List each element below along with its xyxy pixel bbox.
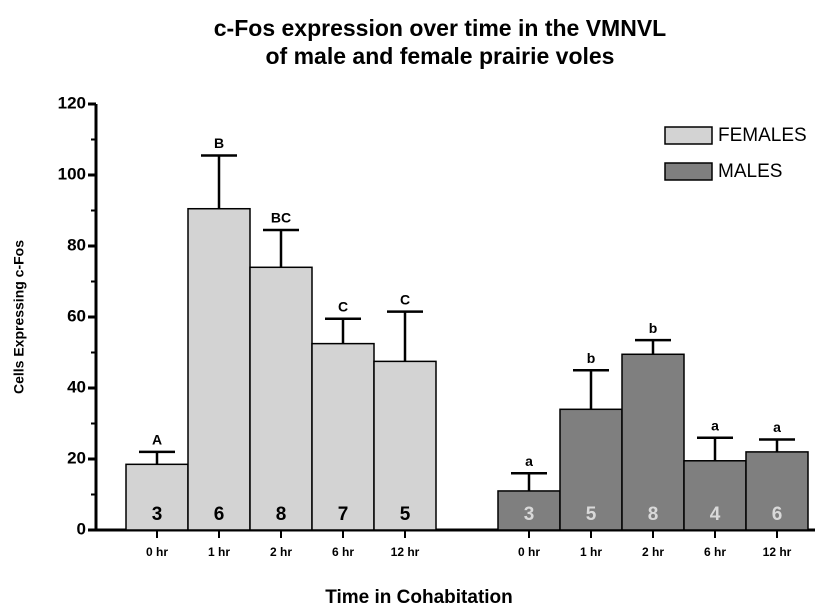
n-label: 5 [586, 504, 597, 525]
chart-title: c-Fos expression over time in the VMNVL [214, 15, 666, 41]
x-tick-label: 1 hr [580, 545, 602, 559]
bar [373, 360, 437, 531]
legend-swatch [664, 126, 713, 145]
y-tick-label: 120 [58, 93, 86, 112]
significance-letter: B [214, 135, 224, 151]
n-label: 5 [400, 504, 411, 525]
y-tick-label: 40 [67, 377, 86, 396]
n-label: 3 [152, 504, 163, 525]
n-label: 3 [524, 504, 535, 525]
n-label: 6 [214, 504, 225, 525]
n-label: 6 [772, 504, 783, 525]
chart-title: of male and female prairie voles [266, 43, 615, 69]
significance-letter: A [152, 432, 162, 448]
legend-label: MALES [718, 161, 782, 182]
significance-letter: BC [271, 210, 291, 226]
legend-label: FEMALES [718, 125, 807, 146]
n-label: 8 [648, 504, 659, 525]
x-tick-label: 12 hr [391, 545, 420, 559]
n-label: 8 [276, 504, 287, 525]
bar [745, 451, 809, 531]
significance-letter: b [587, 350, 596, 366]
significance-letter: C [400, 291, 410, 307]
significance-letter: a [773, 419, 781, 435]
x-tick-label: 0 hr [146, 545, 168, 559]
x-axis-label: Time in Cohabitation [325, 587, 513, 608]
y-axis-label: Cells Expressing c-Fos [11, 240, 27, 394]
significance-letter: b [649, 320, 658, 336]
y-tick-label: 20 [67, 448, 86, 467]
y-tick-label: 80 [67, 235, 86, 254]
x-tick-label: 2 hr [642, 545, 664, 559]
significance-letter: C [338, 298, 348, 314]
bar [249, 266, 313, 531]
x-tick-label: 12 hr [763, 545, 792, 559]
x-tick-label: 0 hr [518, 545, 540, 559]
significance-letter: a [711, 417, 719, 433]
y-tick-label: 60 [67, 306, 86, 325]
significance-letter: a [525, 453, 533, 469]
x-tick-label: 1 hr [208, 545, 230, 559]
y-tick-label: 100 [58, 164, 86, 183]
x-tick-label: 2 hr [270, 545, 292, 559]
y-tick-label: 0 [77, 519, 86, 538]
bar [125, 463, 189, 531]
bar [311, 342, 375, 531]
n-label: 4 [710, 504, 721, 525]
x-tick-label: 6 hr [332, 545, 354, 559]
x-tick-label: 6 hr [704, 545, 726, 559]
legend-swatch [664, 162, 713, 181]
n-label: 7 [338, 504, 349, 525]
bar [621, 353, 685, 531]
bar [187, 207, 251, 531]
